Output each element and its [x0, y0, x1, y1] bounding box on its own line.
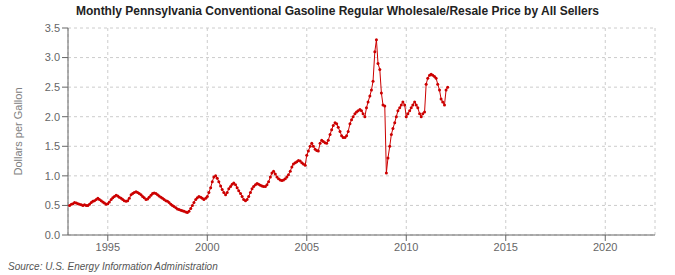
svg-text:3.5: 3.5	[45, 22, 60, 34]
html-text:Monthly Pennsylvania Conventio: Monthly Pennsylvania Conventional Gasoli…	[76, 4, 599, 18]
svg-text:2.5: 2.5	[45, 81, 60, 93]
svg-text:2.0: 2.0	[45, 111, 60, 123]
svg-text:2000: 2000	[195, 241, 219, 253]
html-text:Source: U.S. Energy Informatio: Source: U.S. Energy Information Administ…	[8, 261, 218, 272]
svg-text:2005: 2005	[295, 241, 319, 253]
svg-text:1.5: 1.5	[45, 140, 60, 152]
svg-text:1995: 1995	[96, 241, 120, 253]
svg-text:1.0: 1.0	[45, 170, 60, 182]
svg-text:2015: 2015	[494, 241, 518, 253]
svg-text:0.0: 0.0	[45, 229, 60, 241]
svg-text:0.5: 0.5	[45, 199, 60, 211]
svg-text:3.0: 3.0	[45, 51, 60, 63]
svg-text:Dollars per Gallon: Dollars per Gallon	[12, 87, 24, 175]
svg-text:2010: 2010	[394, 241, 418, 253]
svg-text:2020: 2020	[593, 241, 617, 253]
